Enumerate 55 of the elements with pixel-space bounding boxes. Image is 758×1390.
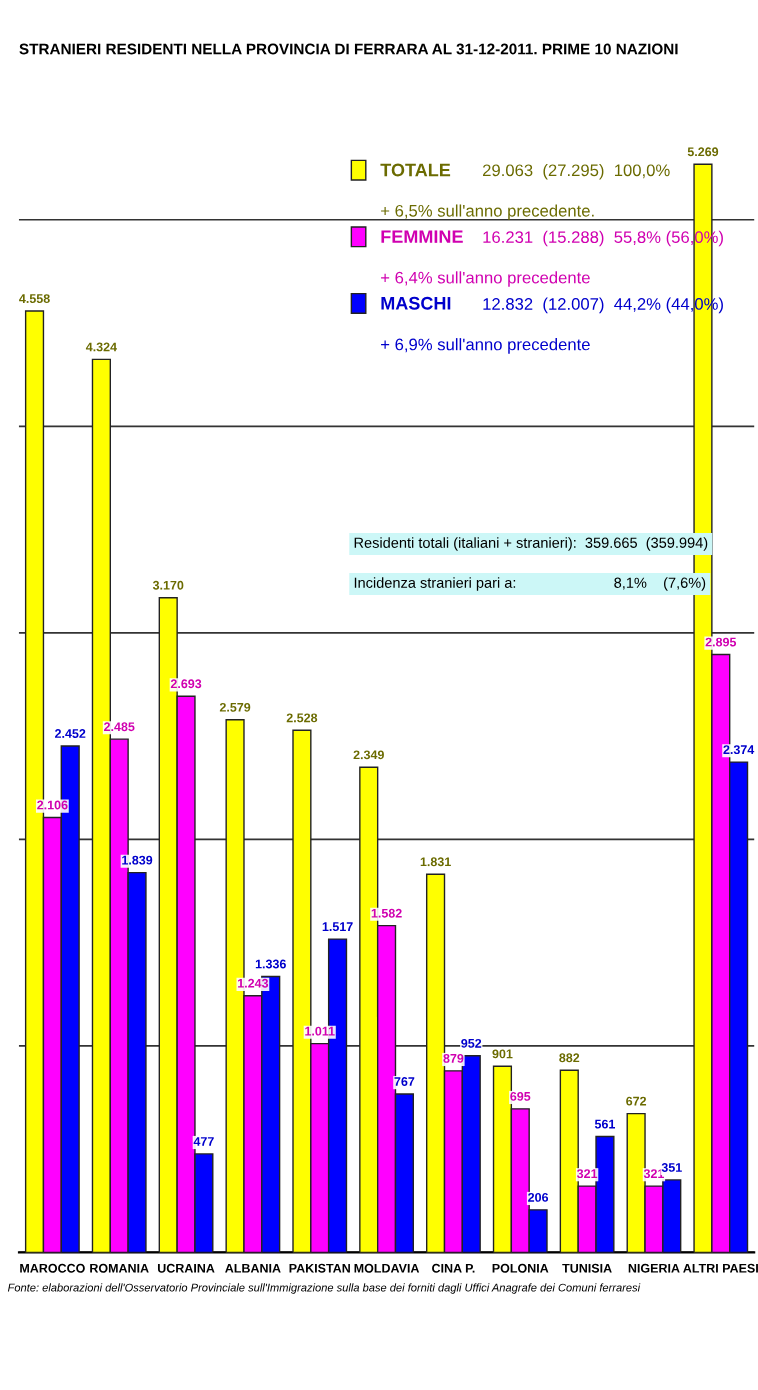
data-label: 1.336 bbox=[255, 959, 286, 969]
data-label: 477 bbox=[193, 1137, 214, 1146]
data-label: 1.831 bbox=[420, 857, 451, 867]
data-label: 672 bbox=[626, 1096, 647, 1106]
x-tick-label: UCRAINA bbox=[157, 1263, 215, 1273]
data-label: 206 bbox=[528, 1192, 549, 1202]
data-label: 2.895 bbox=[705, 637, 737, 647]
x-tick-label: ROMANIA bbox=[90, 1263, 149, 1273]
x-tick-label: POLONIA bbox=[492, 1263, 549, 1273]
data-label: 2.693 bbox=[170, 679, 202, 689]
x-tick-label: TUNISIA bbox=[562, 1263, 612, 1273]
data-label: 879 bbox=[443, 1053, 464, 1063]
data-label: 767 bbox=[394, 1077, 415, 1086]
source-note: Fonte: elaborazioni dell'Osservatorio Provinciale sull'Immigrazione sulla base dei forniti dagli Uffici Anagrafe dei Comuni ferraresi bbox=[7, 1283, 641, 1294]
data-label: 3.170 bbox=[152, 580, 184, 590]
chart-title: STRANIERI RESIDENTI NELLA PROVINCIA DI FERRARA AL 31-12-2011. PRIME 10 NAZIONI bbox=[19, 43, 678, 55]
data-label: 2.579 bbox=[219, 702, 251, 712]
data-label: 4.324 bbox=[85, 342, 117, 352]
data-label: 321 bbox=[643, 1169, 665, 1179]
annotation: + 6,4% sull'anno precedente bbox=[381, 271, 590, 287]
x-tick-label: ALBANIA bbox=[225, 1263, 281, 1273]
legend-label: FEMMINE bbox=[381, 230, 463, 243]
data-label: 561 bbox=[594, 1119, 616, 1129]
annotation: Incidenza stranieri pari a: 8,1% (7,6%) bbox=[354, 577, 706, 591]
annotation: 29.063 (27.295) 100,0% bbox=[483, 163, 670, 180]
data-label: 695 bbox=[510, 1091, 531, 1101]
data-label: 2.349 bbox=[353, 750, 384, 760]
data-label: 2.374 bbox=[723, 745, 755, 755]
x-tick-label: MAROCCO bbox=[20, 1263, 85, 1273]
data-label: 952 bbox=[461, 1038, 482, 1048]
x-tick-label: PAKISTAN bbox=[289, 1263, 350, 1273]
annotation: Residenti totali (italiani + stranieri): 359.665 (359.994) bbox=[354, 537, 708, 551]
data-label: 882 bbox=[559, 1053, 580, 1063]
x-tick-label: NIGERIA bbox=[628, 1263, 680, 1273]
data-label: 321 bbox=[576, 1169, 598, 1179]
x-tick-label: MOLDAVIA bbox=[354, 1263, 420, 1273]
legend-label: TOTALE bbox=[380, 163, 451, 177]
data-label: 5.269 bbox=[687, 147, 719, 157]
data-label: 2.452 bbox=[54, 729, 86, 738]
x-tick-label: CINA P. bbox=[432, 1263, 475, 1273]
data-label: 901 bbox=[492, 1049, 513, 1059]
annotation: + 6,5% sull'anno precedente. bbox=[381, 204, 594, 220]
data-label: 2.485 bbox=[104, 722, 135, 732]
legend-label: MASCHI bbox=[381, 296, 451, 310]
data-label: 2.528 bbox=[286, 713, 318, 723]
data-label: 4.558 bbox=[19, 294, 50, 304]
data-label: 351 bbox=[661, 1163, 682, 1172]
data-label: 2.106 bbox=[37, 800, 68, 810]
annotation: + 6,9% sull'anno precedente bbox=[381, 338, 590, 354]
data-label: 1.839 bbox=[122, 855, 153, 865]
data-label: 1.243 bbox=[238, 978, 269, 988]
data-label: 1.011 bbox=[305, 1026, 335, 1036]
x-tick-label: ALTRI PAESI bbox=[683, 1263, 758, 1273]
data-label: 1.517 bbox=[322, 922, 353, 932]
data-label: 1.582 bbox=[371, 908, 402, 918]
